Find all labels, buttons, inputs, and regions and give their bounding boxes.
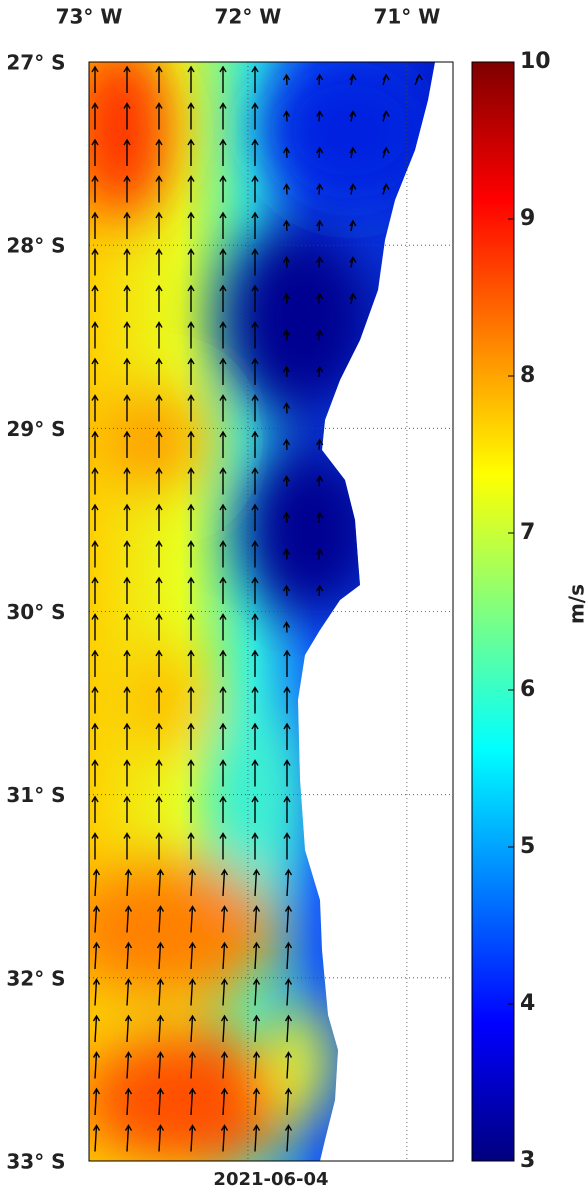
colorbar-tick-label: 9 [520, 206, 535, 231]
lat-tick-label: 27° S [6, 51, 65, 75]
colorbar-tick-label: 10 [520, 49, 551, 74]
lat-tick-label: 32° S [6, 966, 65, 990]
colorbar [472, 62, 514, 1161]
lon-tick-label: 73° W [56, 5, 123, 29]
colorbar-tick-label: 3 [520, 1148, 535, 1173]
colorbar-label: m/s [565, 584, 588, 624]
lon-tick-label: 71° W [373, 5, 440, 29]
lat-tick-label: 28° S [6, 234, 65, 258]
lat-tick-label: 30° S [6, 600, 65, 624]
lat-tick-label: 31° S [6, 783, 65, 807]
colorbar-tick-label: 4 [520, 991, 535, 1016]
lat-tick-label: 29° S [6, 417, 65, 441]
colorbar-tick-label: 5 [520, 834, 535, 859]
wind-field [60, 40, 453, 1170]
date-label: 2021-06-04 [213, 1169, 328, 1188]
colorbar-tick-label: 7 [520, 520, 535, 545]
lat-tick-label: 33° S [6, 1150, 65, 1174]
lon-tick-label: 72° W [215, 5, 282, 29]
colorbar-tick-label: 8 [520, 363, 535, 388]
colorbar-tick-label: 6 [520, 677, 535, 702]
